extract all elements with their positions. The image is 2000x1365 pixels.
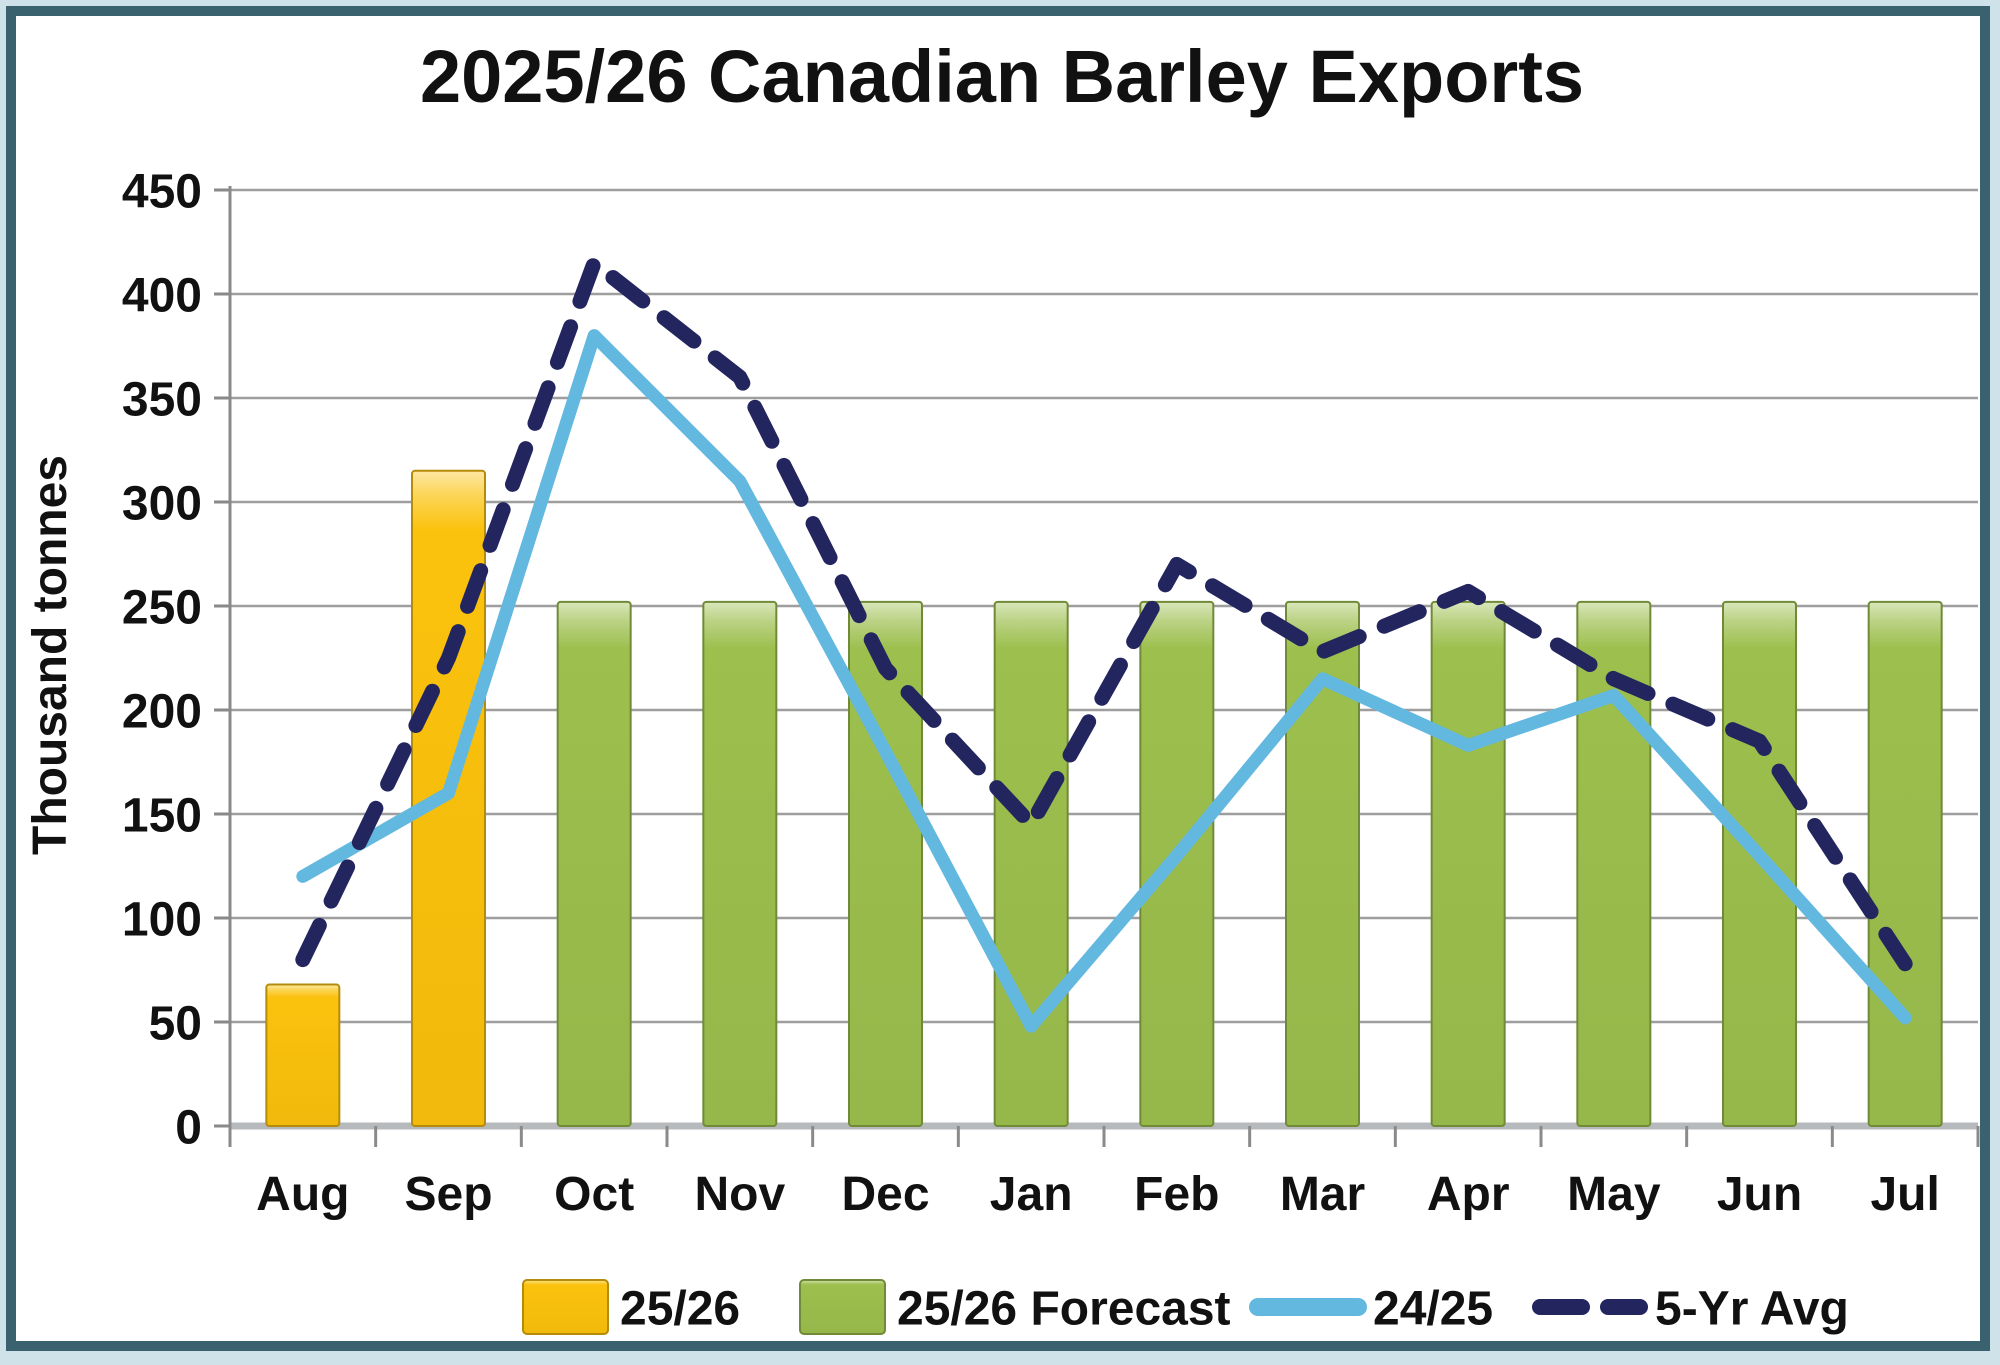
legend-label: 5-Yr Avg (1655, 1282, 1849, 1335)
x-tick-label: Apr (1427, 1168, 1510, 1221)
line-series-24-25 (296, 329, 1912, 1033)
x-tick-label: May (1567, 1168, 1661, 1221)
chart-title: 2025/26 Canadian Barley Exports (420, 35, 1584, 118)
y-axis-title: Thousand tonnes (24, 455, 77, 855)
y-tick-label: 400 (122, 269, 202, 322)
y-tick-label: 350 (122, 373, 202, 426)
plot-area: 0 50 100 150 200 250 300 350 400 450 Aug Sep Oct Nov D… (122, 165, 1980, 1221)
x-tick-label: Jun (1717, 1168, 1802, 1221)
y-tick-label: 250 (122, 581, 202, 634)
y-tick-label: 100 (122, 893, 202, 946)
y-tick-label: 50 (149, 997, 202, 1050)
x-tick-label: Dec (841, 1168, 929, 1221)
x-tick-label: Sep (404, 1168, 492, 1221)
legend-label: 24/25 (1373, 1282, 1493, 1335)
bar (556, 600, 632, 1127)
x-tick-label: Oct (554, 1168, 634, 1221)
y-tick-label: 450 (122, 165, 202, 218)
line-series-5-yr-avg (295, 255, 1913, 972)
legend-item-24-25: 24/25 (1249, 1282, 1493, 1335)
legend-label: 25/26 (620, 1282, 740, 1335)
x-tick-label: Feb (1134, 1168, 1219, 1221)
y-tick-label: 200 (122, 685, 202, 738)
x-tick-label: Nov (694, 1168, 785, 1221)
legend-swatch (799, 1279, 886, 1335)
bar (848, 600, 923, 1127)
y-tick-label: 150 (122, 789, 202, 842)
legend-item-25-26: 25/26 (522, 1279, 740, 1335)
legend-label: 25/26 Forecast (897, 1282, 1231, 1335)
y-tick-label: 300 (122, 477, 202, 530)
legend-swatch (522, 1279, 609, 1335)
x-tick-label: Mar (1280, 1168, 1365, 1221)
x-tick-label: Jan (990, 1168, 1073, 1221)
x-tick-label: Aug (256, 1168, 349, 1221)
legend-item-5-yr-avg: 5-Yr Avg (1532, 1282, 1849, 1335)
y-tick-label: 0 (175, 1101, 202, 1154)
bar (265, 983, 341, 1127)
bar (1576, 600, 1652, 1127)
x-tick-label: Jul (1870, 1168, 1939, 1221)
bar (1285, 600, 1360, 1127)
bar-series-25-26-forecast (556, 600, 1943, 1127)
bar (1867, 600, 1943, 1127)
legend: 25/26 25/26 Forecast 24/25 5-Yr Avg (522, 1279, 1849, 1335)
bar (702, 600, 778, 1127)
legend-item-25-26-forecast: 25/26 Forecast (799, 1279, 1231, 1335)
bar (1430, 600, 1506, 1127)
bar (993, 600, 1069, 1127)
